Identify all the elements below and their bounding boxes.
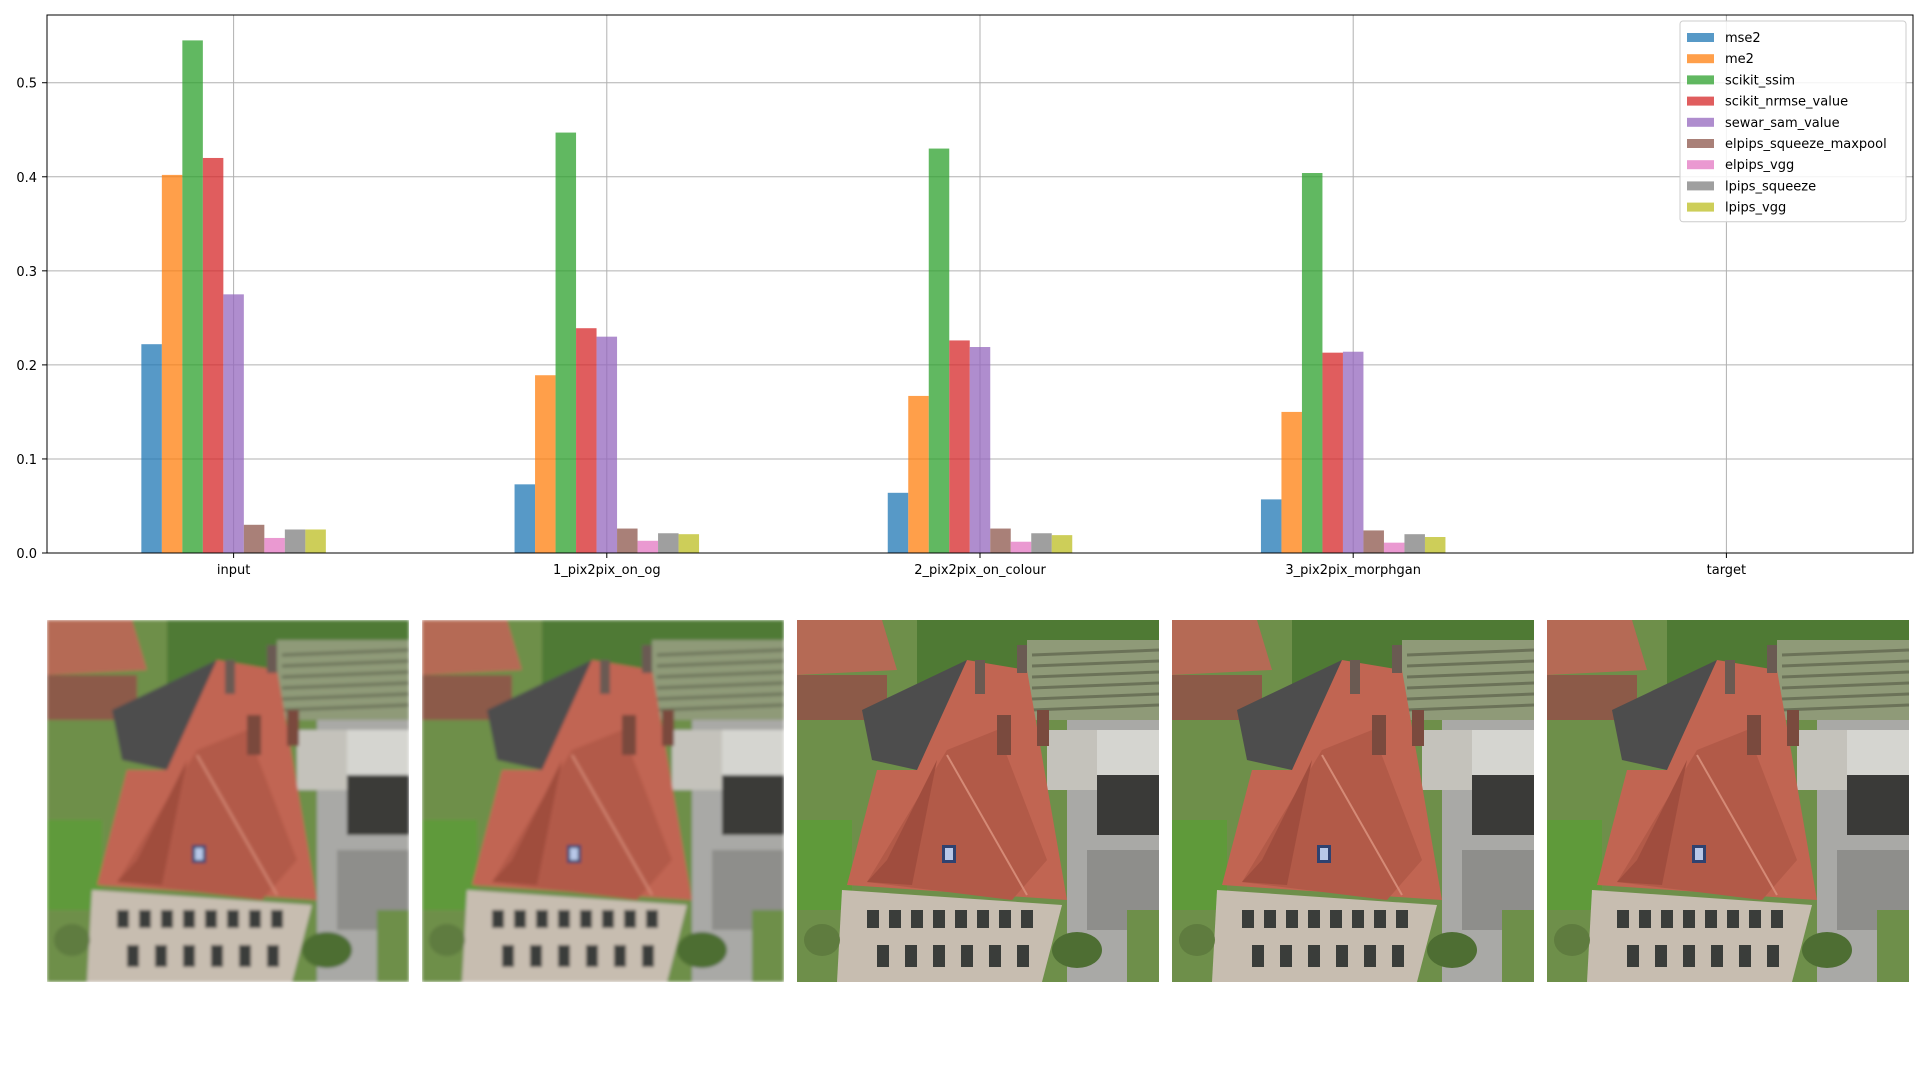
- bar-me2: [908, 395, 929, 553]
- bar-elpips_vgg: [1010, 541, 1032, 553]
- legend-label-sewar_sam_value: sewar_sam_value: [1725, 116, 1840, 131]
- legend-swatch-sewar_sam_value: [1687, 117, 1714, 127]
- bar-elpips_vgg: [637, 540, 659, 553]
- bar-scikit_ssim: [555, 132, 577, 553]
- bar-chart: 0.0 0.1 0.2 0.3 0.4 0.5 input 1_pix2pix_on_og 2_…: [16, 14, 1914, 578]
- legend-swatch-mse2: [1687, 33, 1714, 42]
- bar-lpips_squeeze: [1404, 534, 1425, 553]
- bar-sewar_sam_value: [969, 347, 991, 553]
- legend-label-elpips_squeeze_maxpool: elpips_squeeze_maxpool: [1725, 137, 1887, 152]
- legend-swatch-scikit_nrmse_value: [1687, 96, 1714, 106]
- bar-lpips_vgg: [305, 529, 326, 553]
- bar-scikit_nrmse_value: [576, 328, 597, 553]
- bar-sewar_sam_value: [596, 336, 618, 553]
- x-tick-label: 3_pix2pix_morphgan: [1285, 563, 1421, 578]
- bar-sewar_sam_value: [1342, 351, 1364, 553]
- y-tick-label: 0.4: [16, 171, 37, 186]
- bar-mse2: [141, 344, 162, 553]
- bar-sewar_sam_value: [223, 294, 244, 553]
- legend-label-mse2: mse2: [1725, 31, 1761, 46]
- legend-swatch-lpips_squeeze: [1687, 181, 1714, 191]
- bar-mse2: [887, 492, 909, 553]
- bar-scikit_nrmse_value: [1322, 352, 1343, 553]
- aerial-thumbnail-1_pix2pix_on_og: [422, 620, 784, 982]
- x-tick-label: 2_pix2pix_on_colour: [914, 563, 1046, 578]
- legend-swatch-lpips_vgg: [1687, 202, 1714, 212]
- bar-elpips_squeeze_maxpool: [243, 524, 265, 553]
- bar-lpips_vgg: [1424, 537, 1446, 553]
- aerial-thumbnail-2_pix2pix_on_colour: [797, 620, 1159, 982]
- y-tick-label: 0.3: [16, 265, 37, 280]
- bar-elpips_squeeze_maxpool: [617, 528, 638, 553]
- bar-me2: [1281, 411, 1302, 553]
- bar-mse2: [1260, 499, 1282, 553]
- bar-lpips_squeeze: [658, 533, 679, 553]
- y-tick-label: 0.5: [16, 77, 37, 92]
- x-tick-label: input: [217, 563, 250, 578]
- x-tick-label: target: [1707, 563, 1747, 578]
- bar-scikit_ssim: [928, 148, 950, 553]
- bar-elpips_vgg: [1383, 542, 1405, 553]
- bar-scikit_ssim: [182, 40, 203, 554]
- bar-elpips_squeeze_maxpool: [990, 528, 1011, 553]
- x-tick-label: 1_pix2pix_on_og: [553, 563, 661, 578]
- legend-box: [1679, 20, 1907, 223]
- bar-scikit_nrmse_value: [949, 340, 970, 553]
- image-strip: [47, 620, 1913, 982]
- legend-swatch-elpips_vgg: [1687, 160, 1714, 170]
- bar-me2: [161, 174, 183, 553]
- bar-me2: [535, 375, 556, 553]
- bar-lpips_squeeze: [1031, 533, 1052, 553]
- bar-elpips_vgg: [264, 537, 285, 553]
- bar-lpips_vgg: [1051, 535, 1073, 553]
- bar-mse2: [514, 484, 536, 553]
- bar-lpips_vgg: [678, 534, 700, 553]
- legend-label-elpips_vgg: elpips_vgg: [1725, 158, 1794, 173]
- y-tick-label: 0.1: [16, 453, 37, 468]
- legend-swatch-elpips_squeeze_maxpool: [1687, 139, 1714, 148]
- bar-scikit_nrmse_value: [202, 157, 224, 554]
- legend-swatch-scikit_ssim: [1687, 75, 1714, 85]
- legend-label-scikit_ssim: scikit_ssim: [1725, 73, 1795, 88]
- y-tick-label: 0.2: [16, 359, 37, 374]
- legend-swatch-me2: [1687, 54, 1714, 64]
- aerial-thumbnail-input: [47, 620, 409, 982]
- legend-label-lpips_squeeze: lpips_squeeze: [1725, 179, 1816, 194]
- y-tick-label: 0.0: [16, 547, 37, 562]
- legend-label-lpips_vgg: lpips_vgg: [1725, 201, 1786, 216]
- legend-label-me2: me2: [1725, 52, 1754, 67]
- bar-scikit_ssim: [1301, 173, 1323, 554]
- aerial-thumbnail-3_pix2pix_morphgan: [1172, 620, 1534, 982]
- bar-elpips_squeeze_maxpool: [1363, 530, 1384, 553]
- bar-lpips_squeeze: [284, 529, 306, 553]
- aerial-thumbnail-target: [1547, 620, 1909, 982]
- legend-label-scikit_nrmse_value: scikit_nrmse_value: [1725, 95, 1848, 110]
